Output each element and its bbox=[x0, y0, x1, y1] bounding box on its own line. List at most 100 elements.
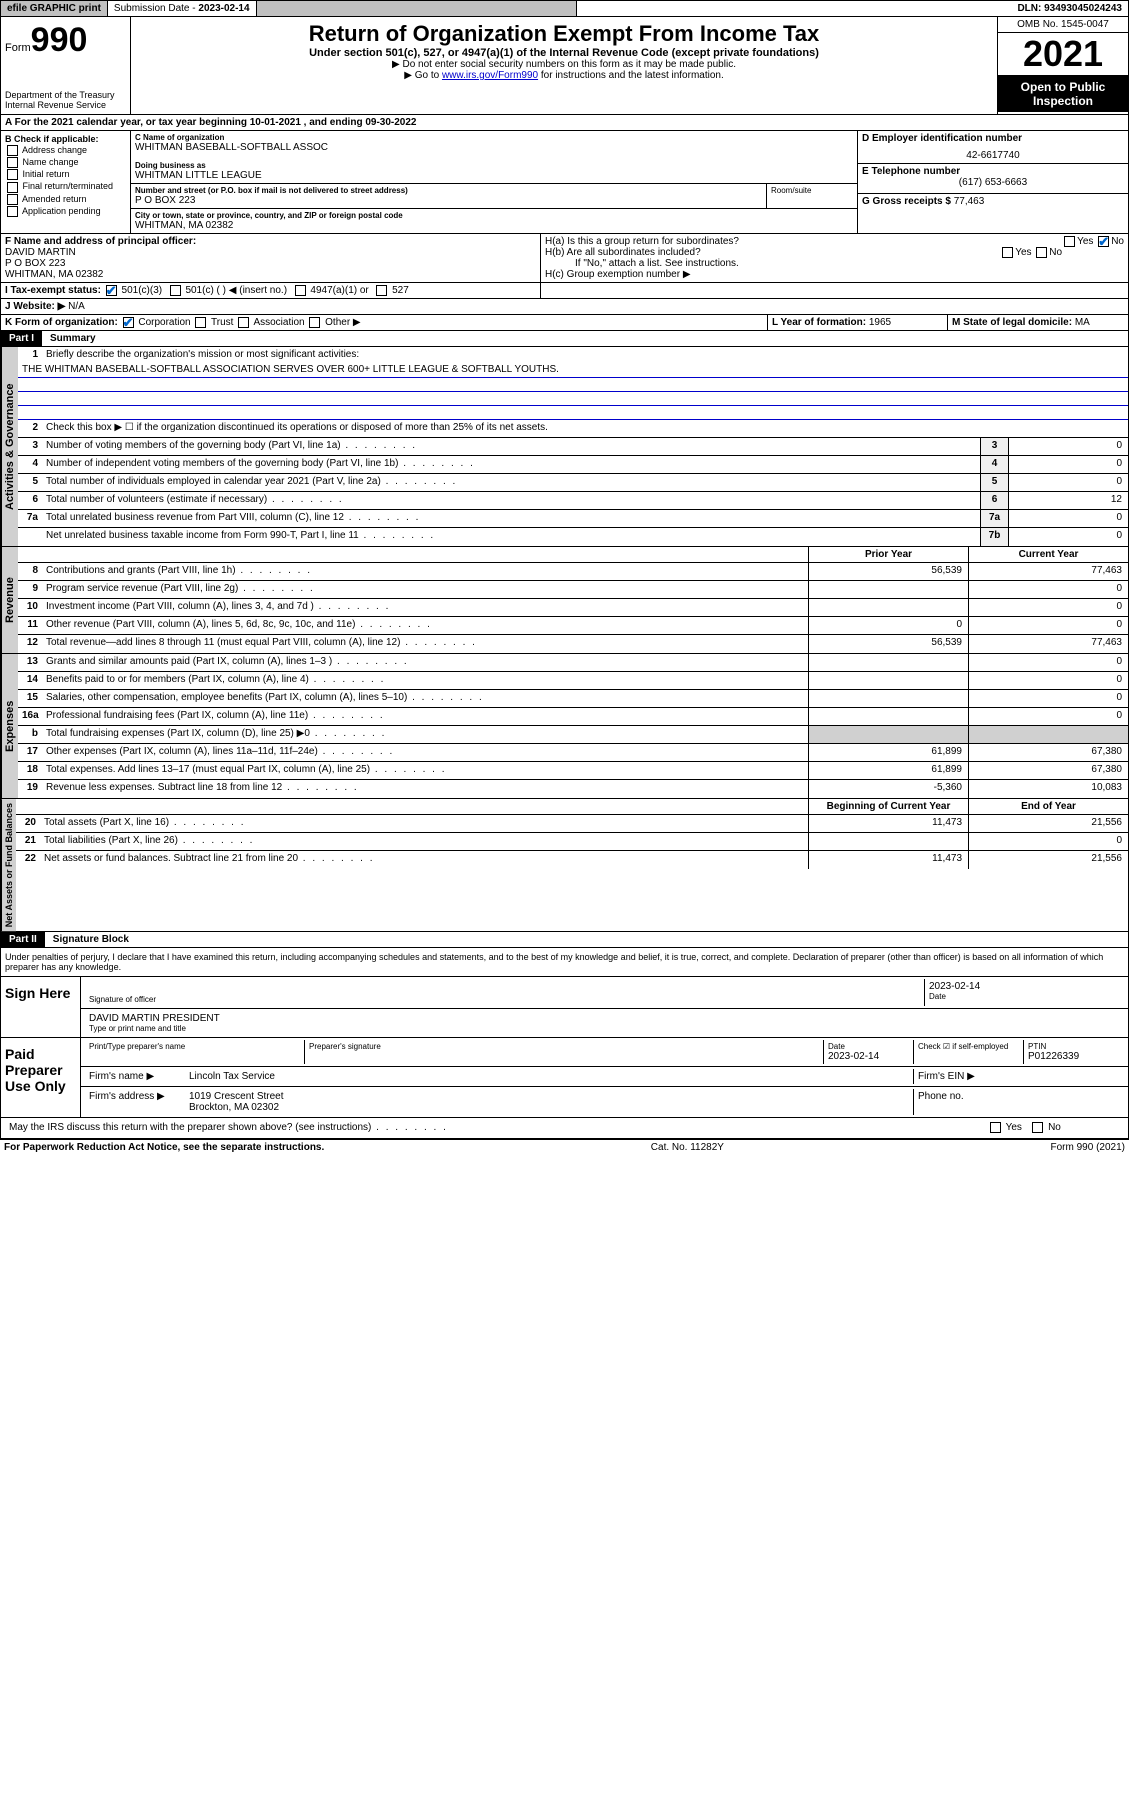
cb-trust[interactable] bbox=[195, 317, 206, 328]
page-footer: For Paperwork Reduction Act Notice, see … bbox=[0, 1139, 1129, 1155]
blank-button[interactable] bbox=[257, 1, 577, 16]
inspection-badge: Open to Public Inspection bbox=[998, 76, 1128, 112]
hb-subordinates: H(b) Are all subordinates included? Yes … bbox=[545, 247, 1124, 258]
goto-note: ▶ Go to www.irs.gov/Form990 for instruct… bbox=[135, 70, 993, 81]
sidelabel-revenue: Revenue bbox=[1, 547, 18, 653]
ha-no[interactable] bbox=[1098, 236, 1109, 247]
part2-header: Part II Signature Block bbox=[0, 932, 1129, 948]
col-c-orginfo: C Name of organization WHITMAN BASEBALL-… bbox=[131, 131, 858, 233]
ein: 42-6617740 bbox=[862, 150, 1124, 161]
officer-addr2: WHITMAN, MA 02382 bbox=[5, 269, 536, 280]
summary-line: 12Total revenue—add lines 8 through 11 (… bbox=[18, 635, 1128, 653]
officer-sig-name: DAVID MARTIN PRESIDENT bbox=[89, 1013, 1120, 1024]
summary-line: 17Other expenses (Part IX, column (A), l… bbox=[18, 744, 1128, 762]
cb-assoc[interactable] bbox=[238, 317, 249, 328]
cb-application-pending[interactable]: Application pending bbox=[5, 206, 126, 217]
section-netassets: Net Assets or Fund Balances Beginning of… bbox=[0, 799, 1129, 932]
summary-line: 18Total expenses. Add lines 13–17 (must … bbox=[18, 762, 1128, 780]
summary-line: 7aTotal unrelated business revenue from … bbox=[18, 510, 1128, 528]
firm-addr1: 1019 Crescent Street bbox=[189, 1091, 909, 1102]
org-name: WHITMAN BASEBALL-SOFTBALL ASSOC bbox=[135, 142, 853, 153]
h-note: If "No," attach a list. See instructions… bbox=[545, 258, 1124, 269]
ha-yes[interactable] bbox=[1064, 236, 1075, 247]
summary-line: bTotal fundraising expenses (Part IX, co… bbox=[18, 726, 1128, 744]
col-dge: D Employer identification number 42-6617… bbox=[858, 131, 1128, 233]
form-header: Form990 Department of the Treasury Inter… bbox=[0, 17, 1129, 115]
paid-preparer-label: Paid Preparer Use Only bbox=[1, 1038, 81, 1117]
street-address: P O BOX 223 bbox=[135, 195, 762, 206]
cb-amended-return[interactable]: Amended return bbox=[5, 194, 126, 205]
efile-button[interactable]: efile GRAPHIC print bbox=[1, 1, 108, 16]
irs-label: Internal Revenue Service bbox=[5, 100, 126, 110]
part1-header: Part I Summary bbox=[0, 331, 1129, 347]
room-suite: Room/suite bbox=[767, 184, 857, 208]
summary-line: 10Investment income (Part VIII, column (… bbox=[18, 599, 1128, 617]
cb-501c[interactable] bbox=[170, 285, 181, 296]
cb-final-return[interactable]: Final return/terminated bbox=[5, 181, 126, 192]
hc-group-exemption: H(c) Group exemption number ▶ bbox=[545, 269, 1124, 280]
firm-name: Lincoln Tax Service bbox=[185, 1069, 914, 1084]
summary-line: 13Grants and similar amounts paid (Part … bbox=[18, 654, 1128, 672]
summary-line: 5Total number of individuals employed in… bbox=[18, 474, 1128, 492]
summary-line: 6Total number of volunteers (estimate if… bbox=[18, 492, 1128, 510]
sidelabel-governance: Activities & Governance bbox=[1, 347, 18, 546]
summary-line: 19Revenue less expenses. Subtract line 1… bbox=[18, 780, 1128, 798]
summary-line: 14Benefits paid to or for members (Part … bbox=[18, 672, 1128, 690]
section-revenue: Revenue Prior YearCurrent Year 8Contribu… bbox=[0, 547, 1129, 654]
telephone: (617) 653-6663 bbox=[862, 177, 1124, 188]
summary-line: 9Program service revenue (Part VIII, lin… bbox=[18, 581, 1128, 599]
irs-link[interactable]: www.irs.gov/Form990 bbox=[442, 70, 538, 81]
col-b-checkboxes: B Check if applicable: Address change Na… bbox=[1, 131, 131, 233]
top-toolbar: efile GRAPHIC print Submission Date - 20… bbox=[0, 0, 1129, 17]
state-domicile: M State of legal domicile: MA bbox=[948, 315, 1128, 330]
cb-other[interactable] bbox=[309, 317, 320, 328]
summary-line: 21Total liabilities (Part X, line 26)0 bbox=[16, 833, 1128, 851]
summary-line: 20Total assets (Part X, line 16)11,47321… bbox=[16, 815, 1128, 833]
summary-line: 16aProfessional fundraising fees (Part I… bbox=[18, 708, 1128, 726]
cb-4947[interactable] bbox=[295, 285, 306, 296]
summary-line: 4Number of independent voting members of… bbox=[18, 456, 1128, 474]
cb-initial-return[interactable]: Initial return bbox=[5, 169, 126, 180]
hb-yes[interactable] bbox=[1002, 247, 1013, 258]
cb-address-change[interactable]: Address change bbox=[5, 145, 126, 156]
signature-block: Under penalties of perjury, I declare th… bbox=[0, 948, 1129, 1138]
ptin: P01226339 bbox=[1028, 1051, 1120, 1062]
form-subtitle: Under section 501(c), 527, or 4947(a)(1)… bbox=[135, 47, 993, 59]
tax-year: 2021 bbox=[998, 33, 1128, 76]
year-formation: L Year of formation: 1965 bbox=[768, 315, 948, 330]
gross-receipts: 77,463 bbox=[954, 196, 985, 207]
form-title: Return of Organization Exempt From Incom… bbox=[135, 21, 993, 47]
summary-line: 22Net assets or fund balances. Subtract … bbox=[16, 851, 1128, 869]
summary-line: 15Salaries, other compensation, employee… bbox=[18, 690, 1128, 708]
mission-text: THE WHITMAN BASEBALL-SOFTBALL ASSOCIATIO… bbox=[18, 362, 1128, 378]
block-fhijk: F Name and address of principal officer:… bbox=[0, 234, 1129, 331]
ssn-note: ▶ Do not enter social security numbers o… bbox=[135, 59, 993, 70]
summary-line: 8Contributions and grants (Part VIII, li… bbox=[18, 563, 1128, 581]
summary-line: 3Number of voting members of the governi… bbox=[18, 438, 1128, 456]
form-number: Form990 bbox=[5, 21, 126, 60]
section-a-taxyear: A For the 2021 calendar year, or tax yea… bbox=[0, 115, 1129, 131]
cb-name-change[interactable]: Name change bbox=[5, 157, 126, 168]
row-j-website: J Website: ▶ N/A bbox=[1, 299, 1128, 314]
officer-addr1: P O BOX 223 bbox=[5, 258, 536, 269]
dba-name: WHITMAN LITTLE LEAGUE bbox=[135, 170, 853, 181]
dept-label: Department of the Treasury bbox=[5, 90, 126, 100]
discuss-no[interactable] bbox=[1032, 1122, 1043, 1133]
perjury-declaration: Under penalties of perjury, I declare th… bbox=[1, 948, 1128, 976]
hb-no[interactable] bbox=[1036, 247, 1047, 258]
discuss-preparer: May the IRS discuss this return with the… bbox=[5, 1120, 984, 1135]
city-state-zip: WHITMAN, MA 02382 bbox=[135, 220, 853, 231]
cb-527[interactable] bbox=[376, 285, 387, 296]
submission-cell: Submission Date - 2023-02-14 bbox=[108, 1, 257, 16]
discuss-yes[interactable] bbox=[990, 1122, 1001, 1133]
sign-here-label: Sign Here bbox=[1, 977, 81, 1037]
summary-line: Net unrelated business taxable income fr… bbox=[18, 528, 1128, 546]
firm-addr2: Brockton, MA 02302 bbox=[189, 1102, 909, 1113]
ha-group-return: H(a) Is this a group return for subordin… bbox=[545, 236, 1124, 247]
header-block-bcde: B Check if applicable: Address change Na… bbox=[0, 131, 1129, 234]
cb-501c3[interactable] bbox=[106, 285, 117, 296]
sidelabel-expenses: Expenses bbox=[1, 654, 18, 798]
sidelabel-netassets: Net Assets or Fund Balances bbox=[1, 799, 16, 931]
dln-cell: DLN: 93493045024243 bbox=[1011, 1, 1128, 16]
cb-corp[interactable] bbox=[123, 317, 134, 328]
